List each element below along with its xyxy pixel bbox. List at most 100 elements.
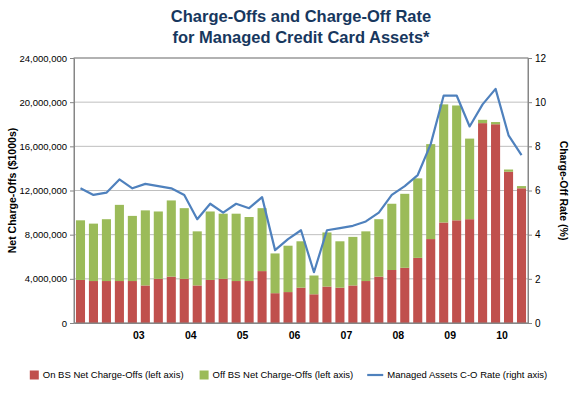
bar bbox=[258, 208, 267, 271]
bar bbox=[491, 124, 500, 323]
bar bbox=[517, 186, 526, 188]
bar bbox=[258, 271, 267, 323]
bar bbox=[115, 205, 124, 281]
bar bbox=[296, 288, 305, 323]
bar bbox=[193, 231, 202, 285]
x-tick-label: 04 bbox=[185, 329, 197, 341]
y2-tick-label: 12 bbox=[535, 53, 547, 64]
legend-item: Managed Assets C-O Rate (right axis) bbox=[367, 369, 547, 380]
x-tick-label: 10 bbox=[496, 329, 508, 341]
legend-label: On BS Net Charge-Offs (left axis) bbox=[43, 369, 184, 380]
y2-tick: 2 bbox=[528, 274, 541, 285]
x-tick-label: 09 bbox=[444, 329, 456, 341]
y2-tick-mark bbox=[528, 235, 532, 236]
bar bbox=[232, 281, 241, 323]
bar bbox=[102, 281, 111, 323]
y-tick-label: 8,000,000 bbox=[25, 229, 67, 240]
bar bbox=[348, 285, 357, 323]
bar bbox=[478, 120, 487, 123]
x-axis: 0304050607080910 bbox=[75, 323, 529, 341]
bar bbox=[115, 281, 124, 323]
bar bbox=[76, 280, 85, 323]
legend-label: Off BS Net Charge-Offs (left axis) bbox=[213, 369, 354, 380]
y-tick-mark bbox=[70, 235, 74, 236]
y-tick-label: 0 bbox=[62, 318, 67, 329]
bar bbox=[206, 280, 215, 323]
bar bbox=[361, 281, 370, 323]
bar bbox=[465, 219, 474, 323]
y-tick-mark bbox=[70, 191, 74, 192]
y2-tick: 10 bbox=[528, 97, 547, 108]
y-tick-label: 12,000,000 bbox=[19, 185, 67, 196]
bar bbox=[128, 216, 137, 281]
bar bbox=[335, 288, 344, 323]
bar bbox=[374, 219, 383, 276]
y2-tick-mark bbox=[528, 58, 532, 59]
y-tick: 24,000,000 bbox=[19, 53, 74, 64]
y-tick-mark bbox=[70, 102, 74, 103]
y2-tick: 8 bbox=[528, 141, 541, 152]
bar bbox=[322, 287, 331, 323]
legend-label: Managed Assets C-O Rate (right axis) bbox=[387, 369, 547, 380]
y-tick: 20,000,000 bbox=[19, 97, 74, 108]
bar bbox=[296, 241, 305, 287]
bar bbox=[271, 293, 280, 323]
bar bbox=[283, 292, 292, 323]
x-tick: 03 bbox=[132, 323, 144, 341]
y2-tick: 0 bbox=[528, 318, 541, 329]
y2-tick-label: 6 bbox=[535, 185, 541, 196]
bar bbox=[309, 276, 318, 295]
y-axis-title: Net Charge-Offs ($1000s) bbox=[6, 128, 18, 253]
bar bbox=[309, 294, 318, 323]
legend-item: On BS Net Charge-Offs (left axis) bbox=[30, 369, 184, 380]
bar bbox=[452, 220, 461, 323]
bar bbox=[232, 214, 241, 281]
bar bbox=[517, 188, 526, 323]
y-axis-line bbox=[74, 59, 75, 324]
chart-title: for Managed Credit Card Assets* bbox=[172, 28, 430, 46]
y-tick-mark bbox=[70, 58, 74, 59]
y-tick: 8,000,000 bbox=[25, 229, 74, 240]
bar bbox=[271, 253, 280, 293]
bar bbox=[491, 122, 500, 124]
bar bbox=[361, 231, 370, 281]
bar bbox=[219, 279, 228, 323]
bar bbox=[426, 239, 435, 323]
bar bbox=[400, 268, 409, 323]
y-tick-mark bbox=[70, 279, 74, 280]
legend: On BS Net Charge-Offs (left axis) Off BS … bbox=[30, 369, 547, 380]
x-tick: 07 bbox=[340, 323, 352, 341]
bar bbox=[504, 172, 513, 323]
plot-marks bbox=[76, 89, 526, 323]
y2-tick: 4 bbox=[528, 229, 541, 240]
y2-tick: 12 bbox=[528, 53, 547, 64]
bar bbox=[76, 220, 85, 280]
bar bbox=[219, 214, 228, 279]
x-tick-label: 03 bbox=[133, 329, 145, 341]
y2-tick-mark bbox=[528, 191, 532, 192]
bar-series bbox=[76, 104, 526, 294]
y-tick: 4,000,000 bbox=[25, 273, 74, 284]
bar bbox=[180, 279, 189, 323]
chart-svg: 0 4,000,000 8,000,000 12,000,000 16,000,000 2… bbox=[0, 0, 575, 397]
bar bbox=[335, 241, 344, 287]
bar bbox=[387, 270, 396, 323]
bar bbox=[478, 123, 487, 323]
grid bbox=[74, 58, 528, 323]
bar bbox=[413, 178, 422, 258]
chart-title: Charge-Offs and Charge-Off Rate bbox=[171, 7, 431, 25]
y-axis: 0 4,000,000 8,000,000 12,000,000 16,000,000 2… bbox=[19, 53, 74, 329]
y-tick: 0 bbox=[62, 318, 74, 329]
bar bbox=[452, 105, 461, 220]
y2-axis-title: Charge-Off Rate (%) bbox=[558, 141, 570, 241]
bar bbox=[141, 210, 150, 285]
y2-tick-mark bbox=[528, 323, 532, 324]
bar bbox=[245, 281, 254, 323]
y-tick: 16,000,000 bbox=[19, 141, 74, 152]
bar bbox=[206, 211, 215, 279]
legend-swatch bbox=[30, 371, 39, 380]
y2-tick-label: 0 bbox=[535, 318, 541, 329]
line bbox=[80, 89, 521, 272]
y-tick-label: 24,000,000 bbox=[19, 53, 67, 64]
bar bbox=[89, 281, 98, 323]
